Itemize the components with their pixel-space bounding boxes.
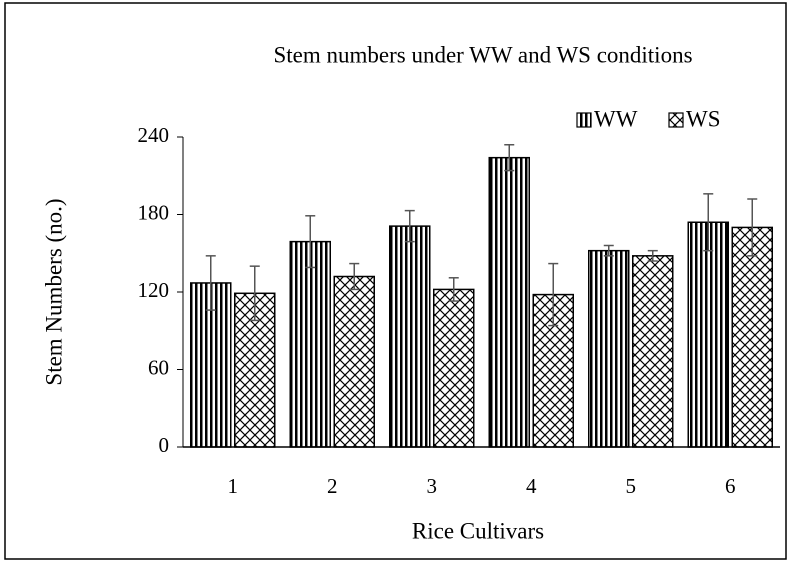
x-tick-label: 6 — [725, 474, 736, 498]
y-axis-label: Stem Numbers (no.) — [41, 198, 66, 385]
bar — [687, 221, 729, 448]
error-bar — [249, 265, 260, 322]
frame — [4, 2, 787, 560]
error-bar — [703, 193, 714, 252]
error-bar — [504, 144, 515, 172]
error-bar — [548, 262, 559, 327]
error-bar — [747, 198, 758, 257]
legend-label: WW — [594, 106, 638, 131]
x-tick-label: 4 — [526, 474, 537, 498]
legend-label: WS — [686, 106, 721, 131]
bar — [389, 225, 431, 448]
bar — [289, 240, 331, 448]
legend-swatch — [668, 112, 684, 128]
error-bar — [603, 244, 614, 257]
x-tick-label: 3 — [427, 474, 438, 498]
y-tick-label: 0 — [159, 433, 170, 457]
y-tick-label: 240 — [138, 123, 170, 147]
bar — [632, 255, 674, 448]
legend-swatch — [576, 112, 592, 128]
bar — [488, 156, 530, 448]
y-tick-label: 180 — [138, 200, 170, 224]
chart-title: Stem numbers under WW and WS conditions — [273, 42, 692, 67]
x-tick-label: 2 — [327, 474, 338, 498]
error-bar — [404, 209, 415, 243]
bar — [333, 275, 375, 448]
error-bar — [205, 255, 216, 311]
x-axis-label: Rice Cultivars — [412, 518, 544, 543]
y-tick-label: 60 — [148, 355, 169, 379]
bar — [731, 226, 773, 448]
y-tick-label: 120 — [138, 278, 170, 302]
x-tick-label: 5 — [626, 474, 637, 498]
error-bar — [305, 215, 316, 269]
x-tick-label: 1 — [228, 474, 239, 498]
bar — [433, 288, 475, 448]
error-bar — [647, 249, 658, 262]
bar — [588, 249, 630, 448]
error-bar — [349, 262, 360, 291]
error-bar — [448, 277, 459, 302]
